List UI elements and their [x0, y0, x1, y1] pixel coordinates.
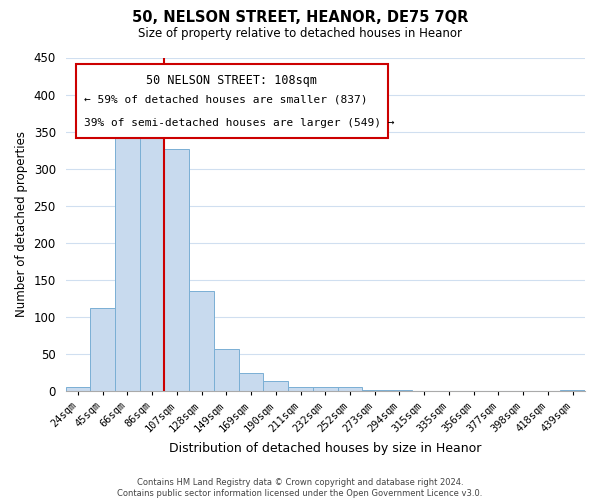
Bar — [263, 380, 288, 391]
Bar — [313, 388, 338, 391]
Bar — [115, 132, 140, 391]
Text: 50 NELSON STREET: 108sqm: 50 NELSON STREET: 108sqm — [146, 74, 317, 87]
Text: 39% of semi-detached houses are larger (549) →: 39% of semi-detached houses are larger (… — [84, 118, 394, 128]
Bar — [214, 349, 239, 391]
Bar — [164, 148, 189, 391]
Bar — [65, 388, 90, 391]
Bar — [338, 388, 362, 391]
Bar — [239, 372, 263, 391]
Bar — [288, 388, 313, 391]
Bar — [140, 113, 164, 391]
Text: Size of property relative to detached houses in Heanor: Size of property relative to detached ho… — [138, 28, 462, 40]
Bar — [189, 291, 214, 391]
Bar — [90, 308, 115, 391]
Y-axis label: Number of detached properties: Number of detached properties — [15, 132, 28, 318]
Bar — [387, 390, 412, 391]
Text: ← 59% of detached houses are smaller (837): ← 59% of detached houses are smaller (83… — [84, 94, 367, 104]
Bar — [362, 390, 387, 391]
Text: Contains HM Land Registry data © Crown copyright and database right 2024.
Contai: Contains HM Land Registry data © Crown c… — [118, 478, 482, 498]
Bar — [560, 390, 585, 391]
X-axis label: Distribution of detached houses by size in Heanor: Distribution of detached houses by size … — [169, 442, 481, 455]
Text: 50, NELSON STREET, HEANOR, DE75 7QR: 50, NELSON STREET, HEANOR, DE75 7QR — [132, 10, 468, 25]
FancyBboxPatch shape — [76, 64, 388, 138]
